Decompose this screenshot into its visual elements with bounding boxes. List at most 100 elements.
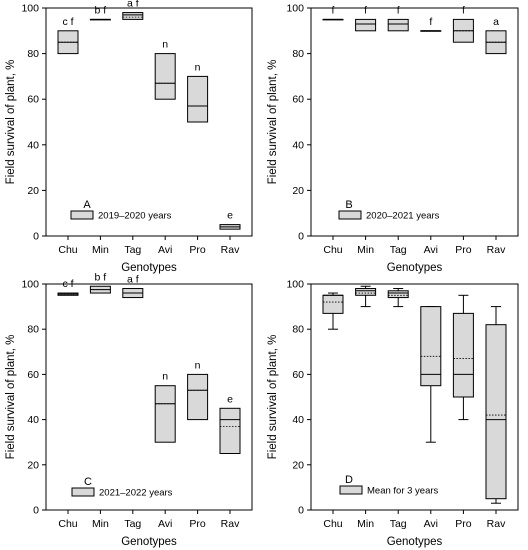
y-tick-label: 20	[27, 185, 39, 197]
y-tick-label: 60	[27, 94, 39, 106]
panel-letter: A	[83, 199, 91, 211]
x-tick-label: Rav	[487, 518, 506, 530]
y-axis-title: Field survival of plant, %	[267, 60, 279, 185]
x-tick-label: Pro	[189, 518, 206, 530]
legend-swatch	[71, 487, 95, 497]
x-tick-label: Pro	[189, 244, 206, 256]
box-Rav	[485, 324, 507, 500]
significance-letters: f	[397, 4, 400, 16]
x-tick-label: Rav	[487, 244, 506, 256]
y-tick-label: 80	[292, 48, 304, 60]
box-Avi	[420, 306, 442, 387]
x-tick-label: Tag	[124, 244, 141, 256]
y-tick-label: 20	[292, 185, 304, 197]
y-tick-label: 100	[286, 279, 304, 291]
y-tick-label: 100	[21, 3, 39, 15]
y-tick-label: 20	[292, 459, 304, 471]
x-tick-label: Avi	[424, 518, 438, 530]
box-Avi	[154, 53, 176, 100]
y-tick-label: 60	[292, 94, 304, 106]
legend-label: 2020–2021 years	[366, 211, 440, 222]
panel-letter: D	[345, 474, 353, 486]
y-tick-label: 80	[27, 48, 39, 60]
x-tick-label: Min	[357, 244, 374, 256]
significance-letters: f	[429, 16, 432, 28]
chart-panel-A: 0 20 40 60 80 100 Chu Min Tag Avi Pro Rav Genotypes F…	[5, 0, 253, 274]
legend-swatch	[339, 485, 363, 495]
significance-letters: a	[493, 16, 499, 28]
y-tick-label: 20	[27, 459, 39, 471]
x-tick-label: Pro	[455, 244, 472, 256]
y-tick-label: 0	[298, 231, 304, 243]
box-Pro	[187, 75, 209, 123]
panel-letter: B	[345, 199, 352, 211]
plot-frame	[310, 283, 519, 511]
y-tick-label: 40	[27, 414, 39, 426]
plot-frame	[310, 7, 519, 237]
box-Pro	[187, 373, 209, 421]
box-Tag	[387, 18, 409, 32]
x-tick-label: Avi	[158, 244, 172, 256]
significance-letters: a f	[127, 0, 139, 10]
significance-letters: f	[364, 4, 367, 16]
box-Rav	[219, 407, 241, 454]
significance-letters: b f	[95, 4, 107, 16]
x-tick-label: Chu	[58, 518, 77, 530]
significance-letters: f	[462, 4, 465, 16]
box-Tag	[122, 12, 144, 20]
chart-panel-D: 0 20 40 60 80 100 Chu Min Tag Avi Pro Rav Genotypes F…	[267, 279, 519, 548]
x-axis-title: Genotypes	[121, 262, 177, 274]
box-Chu	[322, 294, 344, 314]
y-tick-label: 100	[286, 3, 304, 15]
significance-letters: c f	[62, 16, 73, 28]
x-tick-label: Tag	[390, 244, 407, 256]
y-tick-label: 40	[27, 139, 39, 151]
x-axis-title: Genotypes	[121, 536, 177, 548]
legend-label: 2021–2022 years	[99, 488, 173, 499]
x-tick-label: Avi	[424, 244, 438, 256]
significance-letters: n	[195, 359, 201, 371]
y-tick-label: 80	[292, 324, 304, 336]
box-Min	[355, 288, 377, 296]
plot-frame	[45, 7, 253, 237]
significance-letters: b f	[95, 271, 107, 283]
y-tick-label: 60	[292, 369, 304, 381]
significance-letters: n	[162, 39, 168, 51]
y-tick-label: 0	[33, 505, 39, 517]
y-tick-label: 0	[33, 231, 39, 243]
plot-frame	[45, 283, 253, 511]
y-axis-title: Field survival of plant, %	[267, 335, 279, 460]
box-Avi	[154, 385, 176, 443]
y-axis-title: Field survival of plant, %	[5, 335, 17, 460]
y-tick-label: 60	[27, 369, 39, 381]
box-Tag	[387, 290, 409, 299]
x-tick-label: Chu	[323, 244, 342, 256]
significance-letters: n	[162, 371, 168, 383]
chart-panel-B: 0 20 40 60 80 100 Chu Min Tag Avi Pro Rav Genotypes F…	[267, 3, 519, 274]
x-tick-label: Chu	[58, 244, 77, 256]
legend-swatch	[338, 210, 362, 220]
x-axis-title: Genotypes	[387, 536, 443, 548]
y-axis-title: Field survival of plant, %	[5, 60, 17, 185]
x-tick-label: Min	[92, 244, 109, 256]
y-tick-label: 40	[292, 139, 304, 151]
y-tick-label: 80	[27, 324, 39, 336]
significance-letters: e	[227, 393, 233, 405]
significance-letters: n	[195, 61, 201, 73]
x-tick-label: Pro	[455, 518, 472, 530]
legend-label: Mean for 3 years	[367, 486, 439, 497]
box-Min	[355, 18, 377, 32]
panel-letter: C	[84, 476, 92, 488]
y-tick-label: 0	[298, 505, 304, 517]
significance-letters: e	[227, 210, 233, 222]
x-tick-label: Avi	[158, 518, 172, 530]
significance-letters: c f	[62, 278, 73, 290]
x-tick-label: Rav	[221, 518, 240, 530]
y-tick-label: 40	[292, 414, 304, 426]
significance-letters: f	[332, 4, 335, 16]
legend-swatch	[70, 210, 94, 220]
legend-label: 2019–2020 years	[98, 211, 172, 222]
box-Pro	[452, 312, 474, 398]
x-tick-label: Tag	[390, 518, 407, 530]
x-tick-label: Rav	[221, 244, 240, 256]
